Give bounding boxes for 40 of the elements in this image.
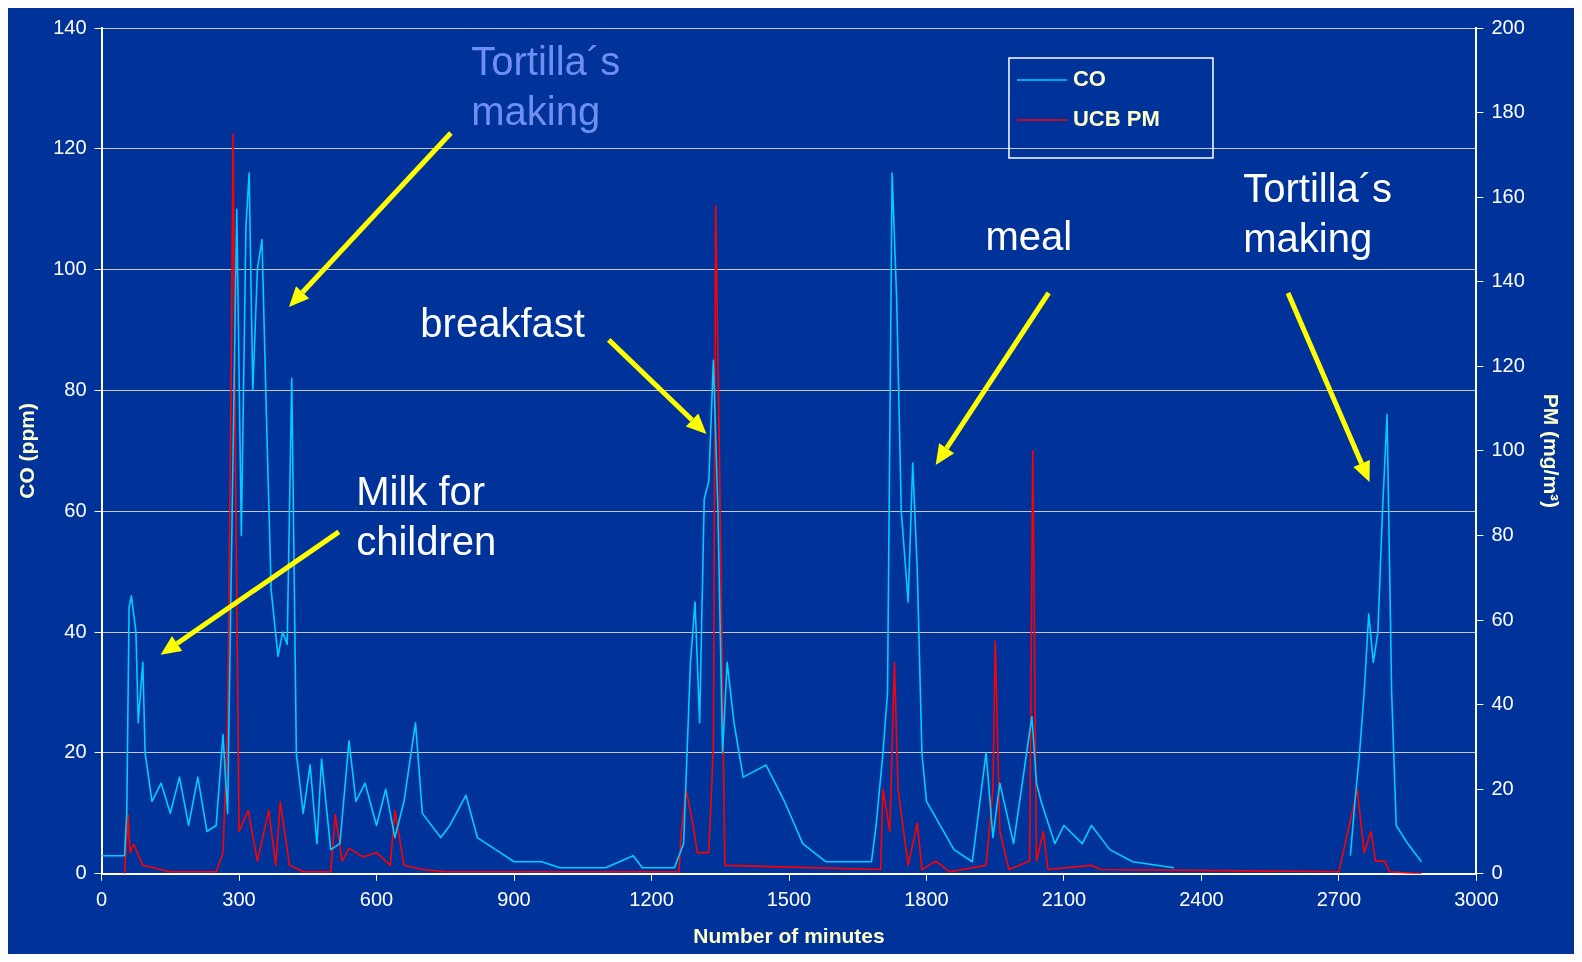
x-tick-label: 2400 <box>1179 888 1224 911</box>
y-tick-label: 120 <box>53 136 87 159</box>
x-tick-label: 2700 <box>1316 888 1362 911</box>
y2-tick-label: 200 <box>1491 15 1525 38</box>
y2-tick-label: 0 <box>1491 861 1503 884</box>
y2-tick-label: 80 <box>1491 523 1514 545</box>
y2-tick-label: 160 <box>1491 184 1525 207</box>
x-tick-label: 1200 <box>629 888 674 911</box>
y-tick-label: 100 <box>53 257 87 280</box>
x-axis-title: Number of minutes <box>693 924 885 948</box>
y2-tick-label: 20 <box>1491 776 1514 799</box>
y-tick-label: 60 <box>64 498 87 521</box>
y-tick-label: 140 <box>53 15 87 38</box>
y2-tick-label: 100 <box>1491 438 1525 461</box>
x-tick-label: 2100 <box>1041 888 1087 911</box>
y2-tick-label: 40 <box>1491 692 1514 715</box>
y2-tick-label: 140 <box>1491 269 1525 292</box>
y-tick-label: 20 <box>64 740 87 763</box>
y2-axis-title: PM (mg/m³) <box>1539 393 1563 509</box>
legend-label: CO <box>1072 66 1106 92</box>
y-tick-label: 40 <box>64 619 87 642</box>
y-tick-label: 80 <box>64 378 87 400</box>
y2-tick-label: 120 <box>1491 353 1525 376</box>
x-tick-label: 3000 <box>1454 888 1499 911</box>
x-tick-label: 300 <box>222 888 256 911</box>
y2-tick-label: 60 <box>1491 607 1514 630</box>
annotation: Milk for children <box>356 468 497 563</box>
annotation: breakfast <box>420 300 585 345</box>
y-axis-title: CO (ppm) <box>15 403 39 499</box>
x-tick-label: 1800 <box>904 888 949 911</box>
legend-label: UCB PM <box>1072 106 1160 132</box>
y-tick-label: 0 <box>75 861 87 884</box>
annotation: meal <box>985 213 1073 258</box>
x-tick-label: 1500 <box>766 888 812 911</box>
annotation: Tortilla´s making <box>471 38 621 133</box>
x-tick-label: 600 <box>359 888 394 911</box>
x-tick-label: 0 <box>96 888 108 911</box>
annotation: Tortilla´s making <box>1243 165 1393 260</box>
y2-tick-label: 180 <box>1491 100 1525 123</box>
x-tick-label: 900 <box>497 888 531 911</box>
